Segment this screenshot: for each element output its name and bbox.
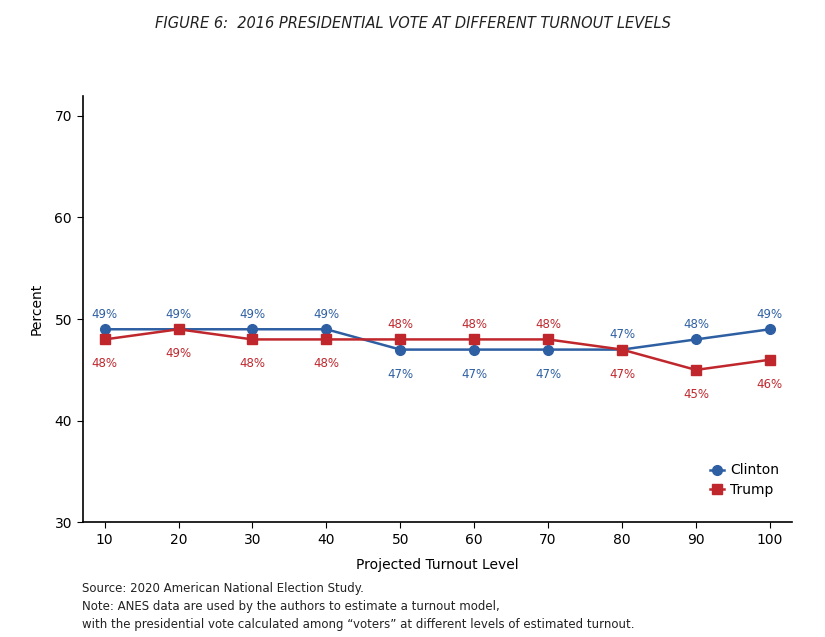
Clinton xyxy=(248,326,257,333)
Text: 49%: 49% xyxy=(239,308,266,321)
Text: 49%: 49% xyxy=(92,308,118,321)
Text: 47%: 47% xyxy=(461,368,488,381)
Text: 49%: 49% xyxy=(757,308,783,321)
Text: 48%: 48% xyxy=(387,318,413,331)
Clinton xyxy=(617,346,627,354)
Text: Source: 2020 American National Election Study.
Note: ANES data are used by the a: Source: 2020 American National Election … xyxy=(82,582,635,631)
Text: 48%: 48% xyxy=(239,357,266,371)
Text: 45%: 45% xyxy=(683,388,709,401)
Text: 48%: 48% xyxy=(683,318,709,331)
Text: 48%: 48% xyxy=(461,318,488,331)
Trump xyxy=(765,356,775,364)
X-axis label: Projected Turnout Level: Projected Turnout Level xyxy=(356,558,519,572)
Trump xyxy=(322,336,332,343)
Trump xyxy=(248,336,257,343)
Text: 48%: 48% xyxy=(92,357,118,371)
Legend: Clinton, Trump: Clinton, Trump xyxy=(704,458,785,503)
Clinton xyxy=(765,326,775,333)
Text: 46%: 46% xyxy=(757,378,783,391)
Y-axis label: Percent: Percent xyxy=(30,283,44,335)
Clinton xyxy=(173,326,183,333)
Trump xyxy=(691,366,701,374)
Trump xyxy=(173,326,183,333)
Text: 47%: 47% xyxy=(609,328,635,341)
Clinton xyxy=(100,326,110,333)
Text: FIGURE 6:  2016 PRESIDENTIAL VOTE AT DIFFERENT TURNOUT LEVELS: FIGURE 6: 2016 PRESIDENTIAL VOTE AT DIFF… xyxy=(154,16,671,31)
Trump xyxy=(100,336,110,343)
Clinton xyxy=(322,326,332,333)
Text: 49%: 49% xyxy=(314,308,339,321)
Clinton xyxy=(691,336,701,343)
Trump xyxy=(543,336,553,343)
Clinton xyxy=(469,346,479,354)
Trump xyxy=(617,346,627,354)
Text: 47%: 47% xyxy=(609,368,635,381)
Line: Clinton: Clinton xyxy=(100,324,775,354)
Text: 47%: 47% xyxy=(387,368,413,381)
Text: 49%: 49% xyxy=(166,347,191,361)
Text: 49%: 49% xyxy=(166,308,191,321)
Text: 48%: 48% xyxy=(314,357,339,371)
Text: 48%: 48% xyxy=(535,318,561,331)
Line: Trump: Trump xyxy=(100,324,775,375)
Trump xyxy=(395,336,405,343)
Clinton xyxy=(395,346,405,354)
Text: 47%: 47% xyxy=(535,368,561,381)
Clinton xyxy=(543,346,553,354)
Trump xyxy=(469,336,479,343)
